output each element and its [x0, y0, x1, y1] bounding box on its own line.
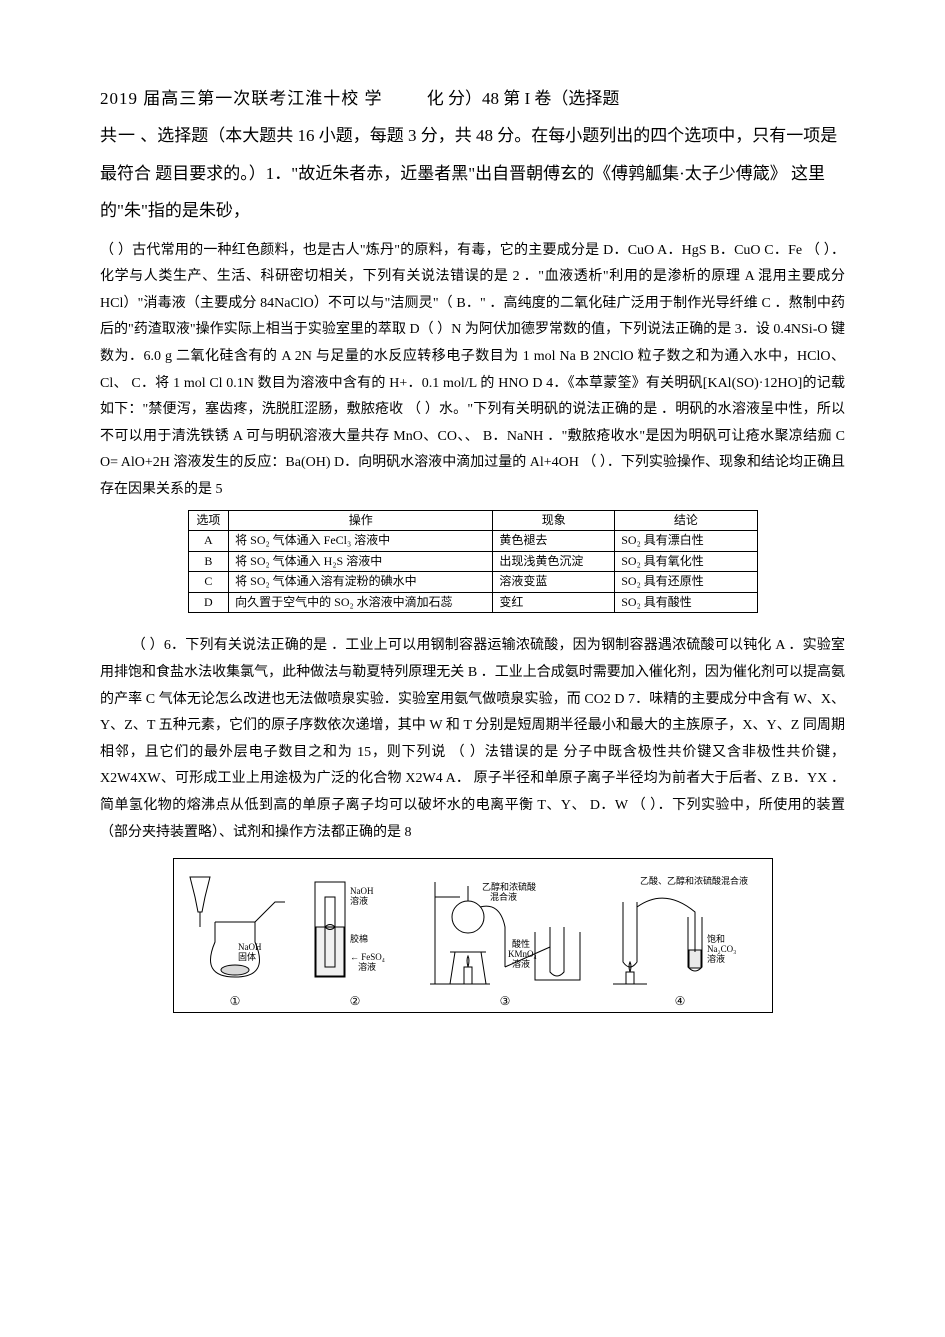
svg-text:溶液: 溶液 [358, 961, 376, 972]
svg-text:KMnO₄: KMnO₄ [508, 949, 537, 959]
cell-op: 将 SO₂ 气体通入 H₂S 溶液中 [229, 551, 493, 572]
cell-opt: D [188, 592, 229, 613]
table-row: B 将 SO₂ 气体通入 H₂S 溶液中 出现浅黄色沉淀 SO₂ 具有氧化性 [188, 551, 757, 572]
cell-conc: SO₂ 具有氧化性 [615, 551, 757, 572]
apparatus-4: 乙酸、乙醇和浓硫酸混合液 饱和 Na₂CO₃ 溶液 ④ [595, 872, 765, 1008]
svg-text:溶液: 溶液 [512, 958, 530, 969]
th-option: 选项 [188, 510, 229, 531]
apparatus-number: ② [350, 994, 361, 1008]
body-chunk-1: （ ）古代常用的一种红色颜料，也是古人"炼丹"的原料，有毒，它的主要成分是 D．… [100, 243, 802, 258]
cell-op: 将 SO₂ 气体通入 FeCl₃ 溶液中 [229, 531, 493, 552]
cell-opt: C [188, 572, 229, 593]
svg-text:乙酸、乙醇和浓硫酸混合液: 乙酸、乙醇和浓硫酸混合液 [640, 875, 748, 886]
body-chunk-5: （ ）6．下列有关说法正确的是 ．工业上可以用钢制容器运输浓硫酸，因为钢制容器遇… [100, 638, 845, 759]
cell-phen: 出现浅黄色沉淀 [493, 551, 615, 572]
paragraph-block-2: （ ）6．下列有关说法正确的是 ．工业上可以用钢制容器运输浓硫酸，因为钢制容器遇… [100, 633, 845, 846]
title-segment-2: 化 分）48 第 I 卷（选择题 [427, 89, 620, 108]
cell-phen: 溶液变蓝 [493, 572, 615, 593]
cell-op: 向久置于空气中的 SO₂ 水溶液中滴加石蕊 [229, 592, 493, 613]
svg-text:NaOH: NaOH [238, 942, 262, 952]
th-operation: 操作 [229, 510, 493, 531]
svg-text:固体: 固体 [238, 951, 256, 962]
table-row: D 向久置于空气中的 SO₂ 水溶液中滴加石蕊 变红 SO₂ 具有酸性 [188, 592, 757, 613]
apparatus-2: NaOH 溶液 胶棉 ← FeSO₄ 溶液 ② [295, 872, 415, 1008]
cell-phen: 变红 [493, 592, 615, 613]
cell-op: 将 SO₂ 气体通入溶有淀粉的碘水中 [229, 572, 493, 593]
title-segment-1: 2019 届高三第一次联考江淮十校 学 [100, 89, 383, 108]
svg-text:乙醇和浓硫酸: 乙醇和浓硫酸 [482, 881, 536, 892]
cell-conc: SO₂ 具有酸性 [615, 592, 757, 613]
th-conclusion: 结论 [615, 510, 757, 531]
cell-opt: A [188, 531, 229, 552]
apparatus-number: ① [230, 994, 241, 1008]
svg-text:溶液: 溶液 [350, 895, 368, 906]
svg-text:混合液: 混合液 [490, 891, 517, 902]
svg-text:胶棉: 胶棉 [350, 933, 368, 944]
intro-text: 、选择题（本大题共 16 小题，每题 3 分，共 48 分。在每小题列出的四个选… [100, 126, 837, 220]
apparatus-1: NaOH 固体 ① [180, 872, 290, 1008]
cell-opt: B [188, 551, 229, 572]
svg-text:饱和: 饱和 [707, 933, 725, 944]
svg-text:溶液: 溶液 [707, 953, 725, 964]
options-table: 选项 操作 现象 结论 A 将 SO₂ 气体通入 FeCl₃ 溶液中 黄色褪去 … [188, 510, 758, 614]
svg-text:← FeSO₄: ← FeSO₄ [350, 952, 385, 962]
apparatus-3: 乙醇和浓硫酸 混合液 酸性 KMnO₄ 溶液 ③ [420, 872, 590, 1008]
svg-text:NaOH: NaOH [350, 886, 374, 896]
apparatus-figure-row: NaOH 固体 ① NaOH 溶液 胶棉 ← FeSO₄ 溶液 ② [173, 858, 773, 1013]
paragraph-block-1: （ ）古代常用的一种红色颜料，也是古人"炼丹"的原料，有毒，它的主要成分是 D．… [100, 238, 845, 504]
cell-conc: SO₂ 具有还原性 [615, 572, 757, 593]
svg-text:酸性: 酸性 [512, 938, 530, 949]
table-row: C 将 SO₂ 气体通入溶有淀粉的碘水中 溶液变蓝 SO₂ 具有还原性 [188, 572, 757, 593]
cell-conc: SO₂ 具有漂白性 [615, 531, 757, 552]
apparatus-number: ④ [675, 994, 686, 1008]
table-header-row: 选项 操作 现象 结论 [188, 510, 757, 531]
body-chunk-2: （ ）．化学与人类生产、生活、科研密切相关，下列有关说法错误的是 2 ．"血液透… [100, 243, 845, 418]
cell-phen: 黄色褪去 [493, 531, 615, 552]
svg-text:Na₂CO₃: Na₂CO₃ [707, 944, 736, 954]
title-segment-3: 共一 [100, 126, 136, 145]
th-phenomenon: 现象 [493, 510, 615, 531]
apparatus-number: ③ [500, 994, 511, 1008]
table-row: A 将 SO₂ 气体通入 FeCl₃ 溶液中 黄色褪去 SO₂ 具有漂白性 [188, 531, 757, 552]
